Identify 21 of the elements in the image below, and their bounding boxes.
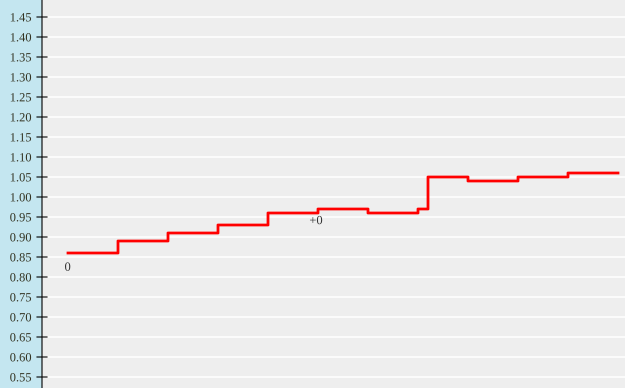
y-tick-label: 0.55 [10, 373, 32, 382]
y-tick-label: 1.10 [10, 153, 32, 162]
y-tick-label: 1.00 [10, 193, 32, 202]
annotation: +0 [310, 216, 322, 224]
y-tick-label: 0.95 [10, 213, 32, 222]
y-tick-label: 1.40 [10, 33, 32, 42]
y-tick-label: 0.60 [10, 353, 32, 362]
y-tick-label: 1.45 [10, 13, 32, 22]
y-tick-label: 0.75 [10, 293, 32, 302]
y-tick-label: 1.25 [10, 93, 32, 102]
y-tick-label: 0.85 [10, 253, 32, 262]
y-tick-label: 1.05 [10, 173, 32, 182]
y-tick-label: 1.20 [10, 113, 32, 122]
y-tick-label: 1.35 [10, 53, 32, 62]
annotation: 0 [65, 262, 70, 271]
y-tick-label: 0.65 [10, 333, 32, 342]
y-tick-label: 1.15 [10, 133, 32, 142]
y-tick-label: 0.90 [10, 233, 32, 242]
y-tick-label: 1.30 [10, 73, 32, 82]
y-tick-label: 0.80 [10, 273, 32, 282]
y-tick-label: 0.70 [10, 313, 32, 322]
